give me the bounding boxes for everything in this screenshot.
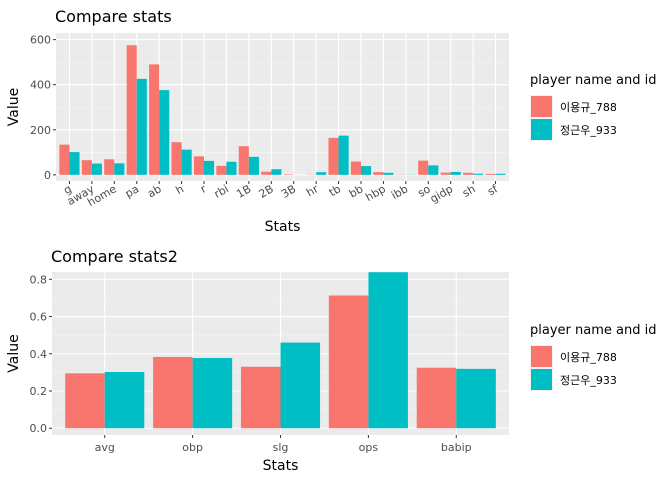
bar-h-2 [182, 150, 192, 175]
bar-home-1 [104, 159, 114, 175]
x-tick-label: sf [485, 182, 501, 199]
y-tick-label: 0.6 [30, 311, 48, 324]
y-tick-label: 400 [30, 79, 51, 92]
bar-h-1 [171, 142, 181, 175]
bar-ops-1 [329, 295, 369, 428]
bar-g-1 [59, 145, 69, 175]
x-axis-label: Stats [265, 219, 301, 235]
x-tick-label: tb [327, 182, 343, 199]
y-tick-label: 0.4 [30, 348, 48, 361]
bar-tb-2 [339, 136, 349, 175]
x-tick-label: 2B [257, 182, 276, 201]
bar-g-2 [69, 152, 79, 175]
bar-slg-2 [281, 343, 321, 429]
bar-pa-2 [137, 79, 147, 175]
bar-gidp-1 [441, 173, 451, 175]
x-tick-label: rbi [212, 182, 231, 201]
legend-key-swatch [531, 96, 552, 117]
bar-1B-2 [249, 157, 259, 175]
bar-rbi-2 [226, 162, 236, 175]
bar-r-1 [194, 156, 204, 174]
bar-sf-2 [496, 174, 506, 175]
x-tick-label: 1B [234, 182, 253, 201]
x-tick-label: hbp [363, 182, 388, 204]
bar-tb-1 [328, 138, 338, 175]
y-tick-label: 200 [30, 124, 51, 137]
bar-pa-1 [127, 45, 137, 175]
bar-ops-2 [368, 272, 408, 428]
y-tick-label: 0.8 [30, 273, 48, 286]
legend: player name and id 이용규_788 정근우_933 [530, 323, 656, 391]
bar-obp-2 [193, 358, 233, 428]
bar-2B-2 [271, 169, 281, 175]
x-tick-label: avg [95, 441, 115, 454]
x-tick-label: sh [460, 182, 478, 200]
bar-bb-1 [351, 162, 361, 175]
legend-label: 이용규_788 [560, 101, 617, 114]
bar-r-2 [204, 161, 214, 175]
chart-title: Compare stats [55, 7, 172, 26]
bar-home-2 [114, 163, 124, 174]
bar-hr-2 [316, 172, 326, 175]
x-tick-label: r [198, 182, 209, 196]
bar-babip-2 [456, 369, 496, 428]
y-tick-label: 600 [30, 34, 51, 47]
x-axis-label: Stats [263, 458, 299, 474]
y-tick-label: 0 [44, 169, 51, 182]
bar-gidp-2 [451, 172, 461, 175]
bar-sh-1 [463, 173, 473, 175]
x-tick-label: ibb [389, 182, 410, 202]
bar-2B-1 [261, 172, 271, 175]
y-tick-label: 0.2 [30, 385, 48, 398]
bar-avg-2 [105, 372, 145, 428]
legend-label: 정근우_933 [560, 374, 617, 387]
bar-avg-1 [65, 373, 105, 428]
bar-away-2 [92, 164, 102, 175]
bar-1B-1 [239, 146, 249, 175]
legend-key-swatch [531, 119, 552, 140]
legend: player name and id 이용규_788 정근우_933 [530, 73, 656, 141]
x-tick-label: 3B [279, 182, 298, 201]
y-tick-label: 0.0 [30, 422, 48, 435]
legend-title: player name and id [530, 323, 656, 338]
chart-2: 0.0 0.2 0.4 0.6 0.8 avg obp slg ops babip Compare … [6, 247, 656, 474]
bar-ab-1 [149, 64, 159, 174]
bar-away-1 [82, 160, 92, 175]
legend-title: player name and id [530, 73, 656, 88]
legend-label: 정근우_933 [560, 124, 617, 137]
bar-ab-2 [159, 90, 169, 175]
x-tick-label: obp [182, 441, 203, 454]
bar-babip-1 [417, 368, 457, 429]
x-tick-label: ab [145, 182, 163, 200]
legend-label: 이용규_788 [560, 351, 617, 364]
x-tick-label: gidp [428, 182, 455, 205]
bar-sf-1 [485, 174, 495, 175]
x-tick-label: ops [359, 441, 379, 454]
chart-title: Compare stats2 [51, 247, 178, 266]
bar-so-2 [428, 165, 438, 174]
y-axis-label: Value [6, 334, 22, 372]
bar-bb-2 [361, 166, 371, 175]
bar-hbp-1 [373, 172, 383, 175]
x-tick-label: h [174, 182, 187, 197]
y-axis-label: Value [6, 88, 22, 126]
x-tick-label: bb [347, 182, 366, 200]
x-tick-label: slg [273, 441, 289, 454]
legend-key-swatch [531, 346, 552, 367]
x-tick-label: hr [304, 182, 321, 199]
bar-rbi-1 [216, 166, 226, 175]
bar-so-1 [418, 161, 428, 175]
x-tick-label: babip [441, 441, 472, 454]
bar-obp-1 [153, 357, 193, 428]
bar-sh-2 [473, 174, 483, 175]
bar-slg-1 [241, 367, 281, 428]
x-tick-label: pa [123, 182, 141, 200]
legend-key-swatch [531, 369, 552, 390]
bar-hbp-2 [383, 173, 393, 175]
